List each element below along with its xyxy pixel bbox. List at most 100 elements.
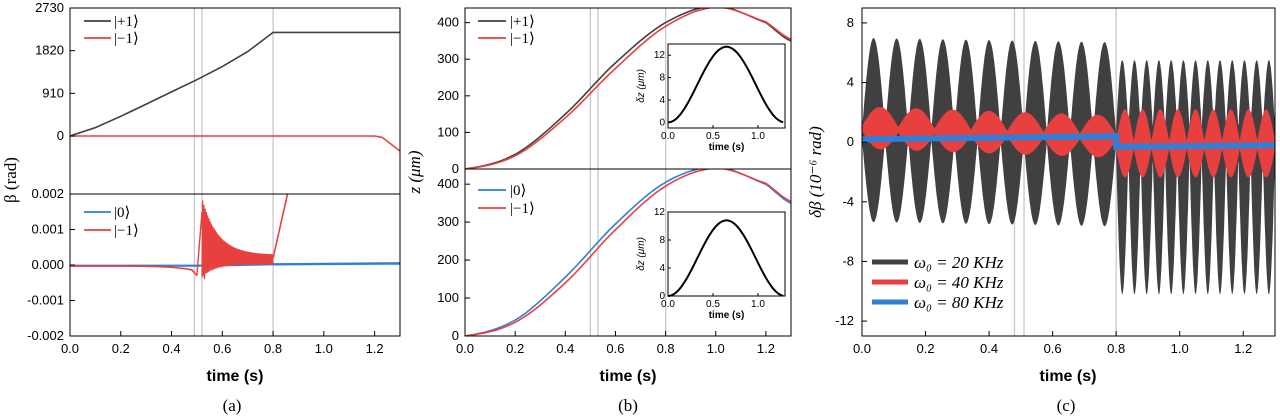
series-40khz-before: [862, 107, 1117, 158]
panel-b-bottom-inset-xtick-label: 0.5: [706, 299, 720, 310]
panel-b-ylabel: z (μm): [405, 150, 424, 194]
panel-a-top-series-line: [70, 135, 400, 152]
panel-c-series: [862, 8, 1275, 336]
panel-a-top-ytick-label: 0: [57, 128, 64, 143]
panel-a-bottom-plot: [70, 194, 400, 336]
panel-a-xtick-label: 0.8: [264, 341, 282, 356]
panel-a-xtick-label: 1.0: [315, 341, 333, 356]
panel-c-ticks: -12 -8 -4 0 4 8 0.0 0.2 0.4 0.6 0.8 1.0 1.2: [835, 15, 1252, 356]
panel-b-top-series: [465, 8, 791, 169]
panel-a-xtick-label: 0.0: [61, 341, 79, 356]
panel-a-top-legend: |+1⟩ |−1⟩: [84, 14, 139, 47]
panel-a-caption: (a): [223, 396, 242, 415]
legend-label-80khz: ω₀ = 80 KHz: [914, 293, 1004, 312]
legend-label-zero: |0⟩: [114, 205, 130, 221]
panel-a-top-series-line: [70, 31, 400, 137]
panel-a: 0 910 1820 2730 -0.002 -0.001 0.000 0.001 0.002 0…: [1, 0, 401, 415]
panel-a-frame: [69, 7, 401, 337]
panel-b-xtick-label: 1.2: [757, 341, 775, 356]
panel-b-bottom-ytick-label: 100: [437, 290, 459, 305]
panel-b-xlabel: time (s): [600, 368, 657, 385]
panel-b-top-ytick-label: 300: [437, 51, 459, 66]
panel-b-top-inset-xtick-label: 1.0: [751, 131, 765, 142]
panel-a-bottom-ytick-label: -0.002: [27, 328, 64, 343]
legend-label-40khz: ω₀ = 40 KHz: [914, 273, 1004, 292]
panel-b-bottom-legend: |0⟩ |−1⟩: [478, 183, 535, 217]
panel-b-xtick-label: 0.4: [556, 341, 574, 356]
panel-c-xtick-label: 0.6: [1044, 341, 1062, 356]
panel-c-legend: ω₀ = 20 KHz ω₀ = 40 KHz ω₀ = 80 KHz: [872, 253, 1004, 312]
panel-b-bottom-ytick-label: 0: [452, 328, 459, 343]
panel-b-top-inset-curve: [667, 45, 784, 124]
panel-b-bottom-inset-frame: [667, 211, 786, 297]
panel-c-xlabel: time (s): [1040, 368, 1097, 385]
panel-c-xtick-label: 0.2: [916, 341, 934, 356]
panel-a-top-plot: [70, 8, 400, 194]
panel-a-bottom-series-line: [272, 194, 289, 259]
panel-c-ytick-label: 0: [847, 134, 854, 149]
panel-a-xtick-label: 0.4: [162, 341, 180, 356]
panel-b-xtick-label: 0.0: [456, 341, 474, 356]
panel-b-bottom-inset-ytick-label: 8: [659, 235, 665, 246]
panel-a-bottom-ytick-label: -0.001: [27, 293, 64, 308]
panel-c-xtick-label: 0.4: [980, 341, 998, 356]
panel-b-top-ytick-label: 0: [452, 161, 459, 176]
panel-b-bottom-inset: 0.0 0.5 1.0 0 4 8 12 time (s) δz (μm): [636, 207, 786, 321]
panel-a-bottom-legend: |0⟩ |−1⟩: [84, 205, 139, 239]
panel-b-top-inset-ytick-label: 8: [659, 73, 665, 84]
panel-b-bottom-inset-curve: [667, 219, 784, 297]
panel-b-top-inset-ytick-label: 12: [654, 50, 666, 61]
panel-c-ytick-label: -8: [842, 253, 854, 268]
panel-b-bottom-inset-xtick-label: 1.0: [751, 299, 765, 310]
panel-c-ytick-label: -4: [842, 194, 854, 209]
panel-c: -12 -8 -4 0 4 8 0.0 0.2 0.4 0.6 0.8 1.0 1.2 time (s)…: [806, 7, 1276, 415]
panel-a-top-ytick-label: 2730: [35, 0, 64, 15]
panel-c-xtick-label: 1.0: [1171, 341, 1189, 356]
panel-b-top-inset-ytick-label: 0: [659, 117, 665, 128]
panel-b-top-inset-ylabel: δz (μm): [636, 69, 647, 103]
panel-b-top-series-line: [465, 8, 791, 169]
panel-b-bottom-inset-xlabel: time (s): [709, 310, 745, 321]
panel-b-bottom-inset-ytick-label: 12: [654, 207, 666, 218]
panel-a-bottom-ytick-label: 0.000: [31, 257, 64, 272]
panel-a-xlabel: time (s): [207, 368, 264, 385]
panel-b-bottom-plot: [465, 169, 791, 336]
panel-a-bottom-series: [70, 194, 400, 336]
panel-b-top-inset-ytick-label: 4: [659, 95, 665, 106]
panel-b-bottom-series-line: [465, 169, 791, 336]
legend-label-b-minus1: |−1⟩: [510, 31, 535, 47]
panel-a-ticks: 0 910 1820 2730 -0.002 -0.001 0.000 0.001 0.002 0…: [27, 0, 384, 356]
legend-label-b-zero: |0⟩: [510, 183, 526, 199]
panel-c-xtick-label: 0.8: [1107, 341, 1125, 356]
legend-label-minus1-b: |−1⟩: [114, 223, 139, 239]
panel-c-ylabel: δβ (10⁻⁶ rad): [806, 126, 825, 218]
panel-c-xtick-label: 1.2: [1234, 341, 1252, 356]
panel-b-top-ytick-label: 100: [437, 124, 459, 139]
panel-b-top-inset: 0.0 0.5 1.0 0 4 8 12 time (s) δz (μm): [636, 43, 786, 153]
panel-b-bottom-series: [465, 169, 791, 336]
panel-b-top-inset-xtick-label: 0.0: [661, 131, 675, 142]
legend-label-b-plus1: |+1⟩: [510, 14, 535, 30]
panel-a-bottom-series-line: [70, 265, 198, 277]
panel-b-bottom-ytick-label: 200: [437, 252, 459, 267]
panel-a-xtick-label: 1.2: [366, 341, 384, 356]
panel-b-bottom-inset-ytick-label: 0: [659, 291, 665, 302]
panel-a-bottom-series-line: [201, 200, 274, 278]
panel-b-bottom-inset-ytick-label: 4: [659, 263, 665, 274]
panel-a-ylabel: β (rad): [1, 157, 20, 203]
panel-b-caption: (b): [618, 396, 638, 415]
panel-b-top-legend: |+1⟩ |−1⟩: [478, 14, 535, 47]
panel-a-xtick-label: 0.2: [112, 341, 130, 356]
panel-a-top-ytick-label: 910: [42, 85, 64, 100]
legend-label-minus1: |−1⟩: [114, 31, 139, 47]
panel-b-top-inset-frame: [667, 43, 786, 129]
panel-b-xtick-label: 0.6: [606, 341, 624, 356]
panel-c-caption: (c): [1057, 396, 1076, 415]
panel-b-top-inset-xtick-label: 0.5: [706, 131, 720, 142]
legend-label-plus1: |+1⟩: [114, 14, 139, 30]
panel-b-xtick-label: 0.8: [657, 341, 675, 356]
legend-label-b-minus1-b: |−1⟩: [510, 201, 535, 217]
series-80khz: [862, 133, 1275, 150]
